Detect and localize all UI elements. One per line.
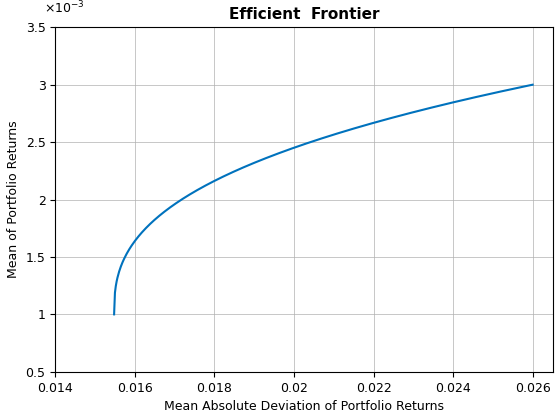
Line: Efficient Frontier: Efficient Frontier [114,85,533,314]
X-axis label: Mean Absolute Deviation of Portfolio Returns: Mean Absolute Deviation of Portfolio Ret… [164,400,444,413]
Efficient Frontier [360,123,367,129]
Efficient Frontier [529,82,536,87]
Efficient Frontier [337,130,344,135]
Efficient Frontier [111,312,118,317]
Efficient Frontier [454,99,460,104]
Efficient Frontier [519,84,526,89]
Efficient Frontier [310,139,316,144]
Title: Efficient  Frontier: Efficient Frontier [228,7,379,22]
Efficient Frontier [312,138,319,143]
Text: $\times10^{-3}$: $\times10^{-3}$ [44,0,85,16]
Y-axis label: Mean of Portfolio Returns: Mean of Portfolio Returns [7,121,20,278]
